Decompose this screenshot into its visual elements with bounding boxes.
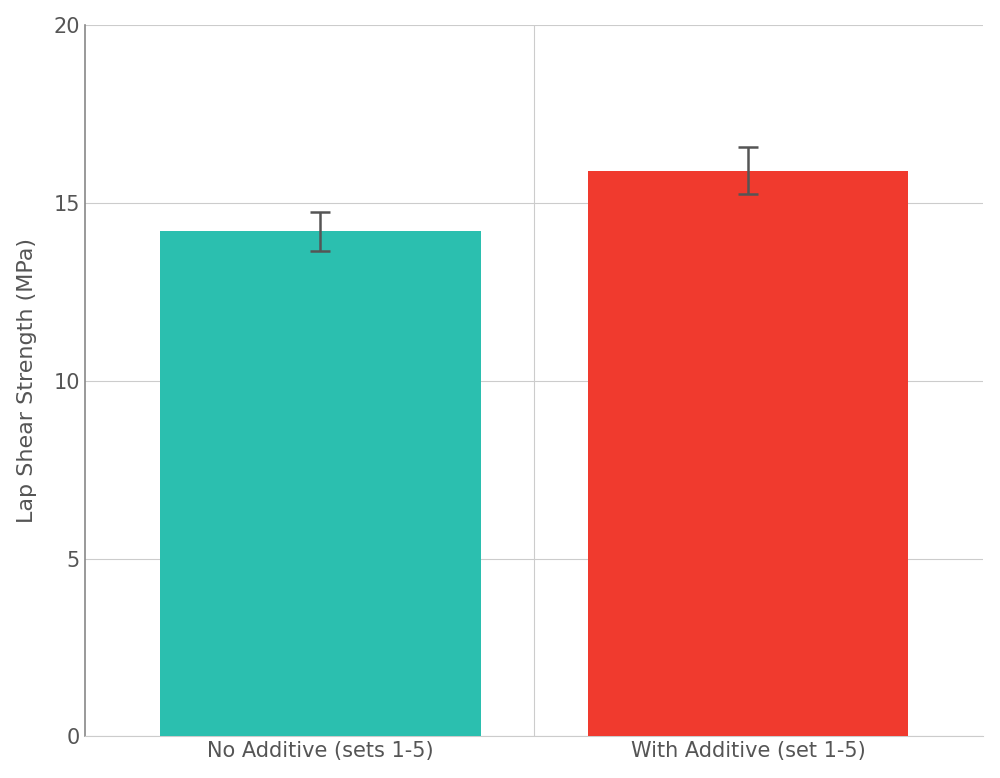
Bar xyxy=(588,170,908,737)
Y-axis label: Lap Shear Strength (MPa): Lap Shear Strength (MPa) xyxy=(17,238,37,523)
Bar xyxy=(160,231,481,737)
